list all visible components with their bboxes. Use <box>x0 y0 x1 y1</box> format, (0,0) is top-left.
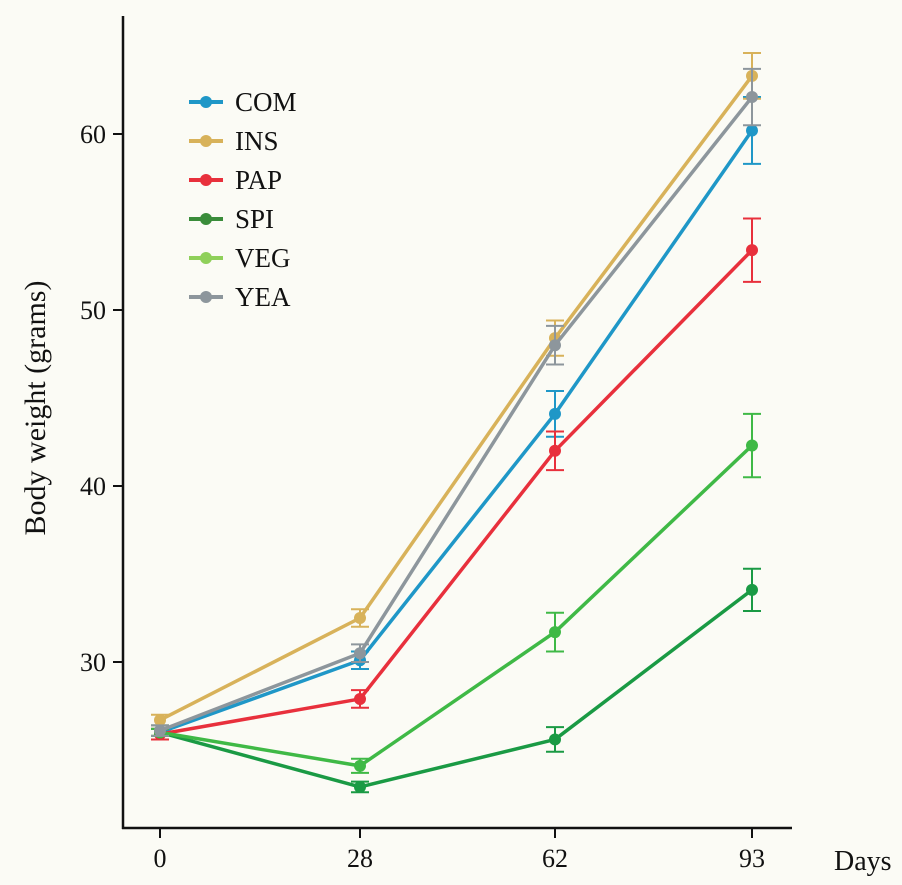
y-tick-label: 60 <box>80 120 106 149</box>
legend: COM INS PAP SPI VEG YEA <box>189 87 297 312</box>
data-point <box>154 714 166 727</box>
legend-item-spi: SPI <box>189 204 274 234</box>
data-point <box>746 439 758 452</box>
legend-label: YEA <box>235 282 291 312</box>
legend-item-com: COM <box>189 87 297 117</box>
legend-swatch-dot <box>200 291 212 303</box>
legend-swatch-dot <box>200 96 212 108</box>
legend-swatch-dot <box>200 213 212 225</box>
legend-label: SPI <box>235 204 274 234</box>
series-line <box>159 129 754 735</box>
data-point <box>549 407 561 420</box>
data-point <box>746 124 758 137</box>
series-yea <box>151 67 761 737</box>
data-point <box>746 244 758 257</box>
x-tick-label: 28 <box>347 844 373 873</box>
x-tick-label: 62 <box>542 844 568 873</box>
legend-swatch-dot <box>200 252 212 264</box>
legend-label: COM <box>235 87 297 117</box>
legend-label: INS <box>235 126 279 156</box>
series-line <box>159 444 754 768</box>
legend-item-yea: YEA <box>189 282 291 312</box>
data-point <box>354 612 366 624</box>
legend-label: VEG <box>235 243 291 273</box>
data-point <box>549 626 561 639</box>
data-point <box>354 759 366 772</box>
legend-item-veg: VEG <box>189 243 291 273</box>
data-point <box>549 444 561 457</box>
series-line <box>159 74 754 722</box>
x-tick-label: 93 <box>739 844 765 873</box>
data-point <box>746 91 758 104</box>
y-tick-label: 30 <box>80 648 106 677</box>
y-tick-label: 50 <box>80 296 106 325</box>
series-line <box>159 95 754 733</box>
x-tick-label: 0 <box>154 844 167 873</box>
series-spi <box>151 567 761 794</box>
data-point <box>354 647 366 660</box>
y-tick-label: 40 <box>80 472 106 501</box>
data-point <box>549 733 561 746</box>
legend-swatch-dot <box>200 174 212 186</box>
series-group <box>151 52 761 794</box>
series-line <box>159 248 754 736</box>
data-point <box>354 692 366 705</box>
tick-marks: 0 28 62 93 30 40 50 60 <box>80 120 765 873</box>
legend-swatch-dot <box>200 135 212 147</box>
y-axis-title: Body weight (grams) <box>19 281 52 536</box>
legend-label: PAP <box>235 165 282 195</box>
series-line <box>159 588 754 789</box>
legend-item-ins: INS <box>189 126 279 156</box>
legend-item-pap: PAP <box>189 165 282 195</box>
data-point <box>354 780 366 793</box>
axes <box>121 16 792 830</box>
data-point <box>549 339 561 352</box>
data-point <box>154 724 166 737</box>
data-point <box>746 583 758 596</box>
x-axis-title: Days <box>834 846 892 877</box>
